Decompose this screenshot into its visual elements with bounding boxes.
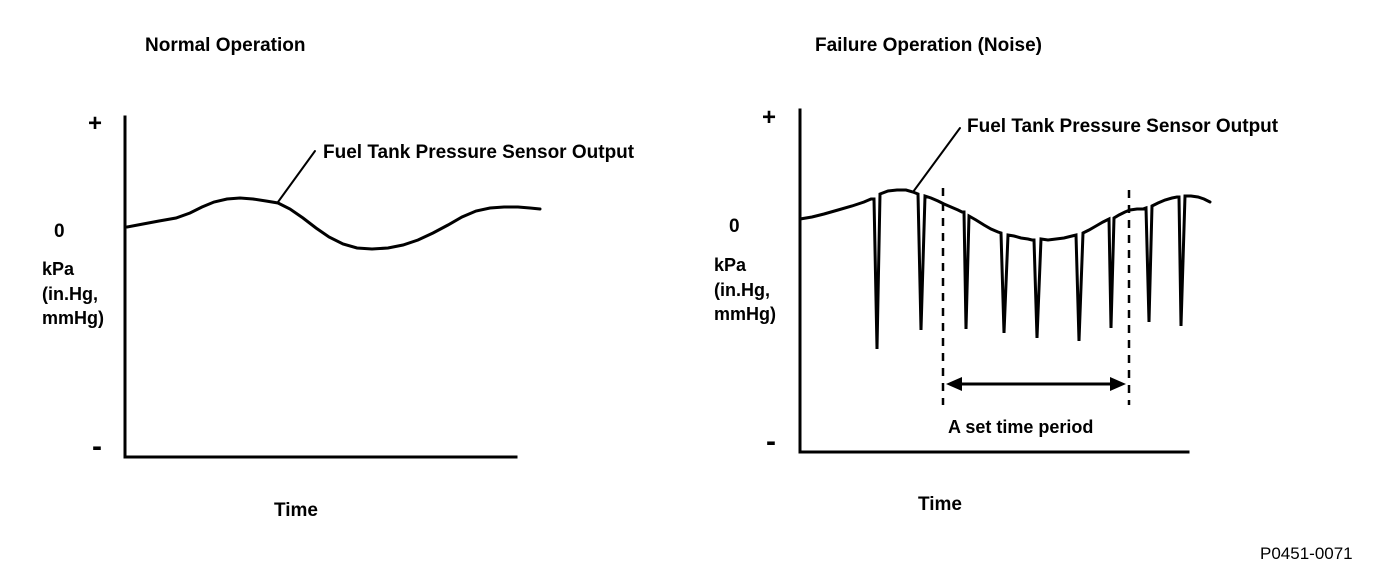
normal-sensor-curve xyxy=(125,196,542,251)
failure-y-axis-unit-block: kPa (in.Hg, mmHg) xyxy=(714,253,776,327)
failure-label-leader-line xyxy=(912,127,961,193)
failure-unit-mmhg: mmHg) xyxy=(714,304,776,324)
failure-y-axis-minus-mark: - xyxy=(766,425,776,458)
normal-y-axis-unit-block: kPa (in.Hg, mmHg) xyxy=(42,257,104,331)
failure-y-axis-plus-mark: + xyxy=(762,104,777,131)
failure-curve-label: Fuel Tank Pressure Sensor Output xyxy=(967,116,1279,137)
failure-axes xyxy=(798,108,1190,454)
period-arrow-right-head xyxy=(1110,377,1126,391)
normal-x-axis-label: Time xyxy=(274,500,319,521)
normal-axes xyxy=(123,115,518,459)
failure-panel-title: Failure Operation (Noise) xyxy=(815,35,1042,56)
normal-unit-inhg: (in.Hg, xyxy=(42,283,98,304)
set-time-period-label: A set time period xyxy=(948,417,1094,437)
failure-sensor-curve-with-noise-spikes xyxy=(798,188,1212,350)
normal-y-axis-zero-mark: 0 xyxy=(54,221,65,242)
figure-code: P0451-0071 xyxy=(1260,544,1353,563)
normal-unit-kpa: kPa xyxy=(42,259,75,279)
normal-y-axis-minus-mark: - xyxy=(92,430,102,463)
failure-x-axis-label: Time xyxy=(918,494,963,515)
failure-unit-kpa: kPa xyxy=(714,255,747,275)
normal-y-axis-plus-mark: + xyxy=(88,110,103,137)
normal-label-leader-line xyxy=(277,150,316,203)
normal-panel-title: Normal Operation xyxy=(145,35,306,56)
period-arrow-left-head xyxy=(946,377,962,391)
normal-unit-mmhg: mmHg) xyxy=(42,308,104,328)
failure-y-axis-zero-mark: 0 xyxy=(729,216,740,237)
normal-curve-label: Fuel Tank Pressure Sensor Output xyxy=(323,142,635,163)
failure-unit-inhg: (in.Hg, xyxy=(714,279,770,300)
